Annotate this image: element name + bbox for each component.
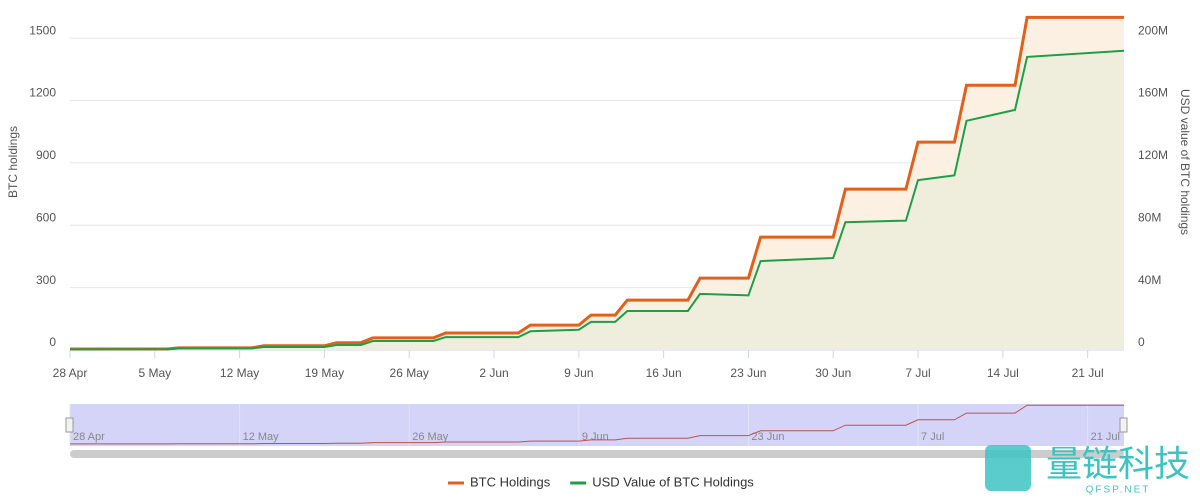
legend-label: USD Value of BTC Holdings xyxy=(592,474,754,489)
watermark-subtitle: QFSP.NET xyxy=(1086,485,1151,496)
x-tick-label: 14 Jul xyxy=(987,366,1019,380)
y-tick-label: 1500 xyxy=(29,23,56,37)
y-tick-label: 1200 xyxy=(29,86,56,100)
y-tick-label: 900 xyxy=(36,148,56,162)
navigator-window[interactable] xyxy=(70,404,1124,446)
x-tick-label: 12 May xyxy=(220,366,259,380)
x-tick-label: 28 Apr xyxy=(53,366,88,380)
navigator-tick-label: 26 May xyxy=(412,431,449,443)
y-tick-label: 0 xyxy=(49,335,56,349)
y-tick-label: 300 xyxy=(36,273,56,287)
x-tick-label: 5 May xyxy=(138,366,171,380)
x-tick-label: 2 Jun xyxy=(479,366,508,380)
y2-tick-label: 160M xyxy=(1138,86,1168,100)
x-tick-label: 16 Jun xyxy=(646,366,682,380)
x-tick-label: 21 Jul xyxy=(1072,366,1104,380)
x-tick-label: 19 May xyxy=(305,366,344,380)
y-tick-label: 600 xyxy=(36,210,56,224)
y2-tick-label: 0 xyxy=(1138,335,1145,349)
watermark: 量链科技 QFSP.NET xyxy=(985,444,1190,496)
legend-label: BTC Holdings xyxy=(470,474,551,489)
navigator-handle[interactable] xyxy=(65,417,74,433)
y2-axis-title: USD value of BTC holdings xyxy=(1178,89,1192,235)
y2-tick-label: 200M xyxy=(1138,23,1168,37)
navigator-tick-label: 7 Jul xyxy=(921,431,944,443)
y2-tick-label: 80M xyxy=(1138,210,1161,224)
area xyxy=(70,50,1124,350)
y2-tick-label: 40M xyxy=(1138,273,1161,287)
navigator-tick-label: 23 Jun xyxy=(751,431,784,443)
watermark-logo xyxy=(985,445,1031,491)
y2-tick-label: 120M xyxy=(1138,148,1168,162)
navigator-handle[interactable] xyxy=(1119,417,1128,433)
navigator-tick-label: 9 Jun xyxy=(582,431,609,443)
navigator-tick-label: 21 Jul xyxy=(1091,431,1120,443)
line xyxy=(69,49,1125,351)
line xyxy=(70,15,1124,351)
watermark-title: 量链科技 xyxy=(1046,444,1190,485)
x-tick-label: 23 Jun xyxy=(730,366,766,380)
navigator-tick-label: 28 Apr xyxy=(73,431,105,443)
navigator-line xyxy=(70,404,1124,445)
scrollbar[interactable] xyxy=(70,450,1124,458)
x-tick-label: 26 May xyxy=(390,366,429,380)
y-axis-title: BTC holdings xyxy=(6,126,20,198)
navigator-tick-label: 12 May xyxy=(243,431,280,443)
x-tick-label: 30 Jun xyxy=(815,366,851,380)
x-tick-label: 7 Jul xyxy=(905,366,930,380)
x-tick-label: 9 Jun xyxy=(564,366,593,380)
